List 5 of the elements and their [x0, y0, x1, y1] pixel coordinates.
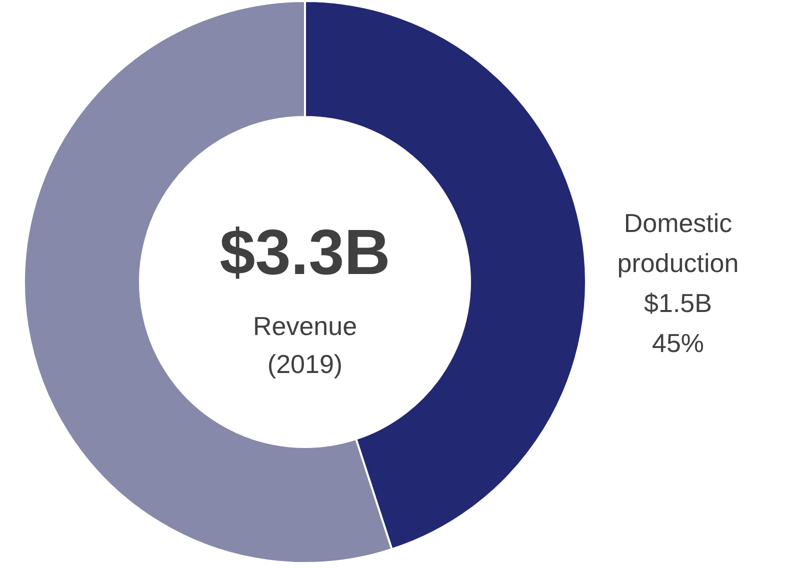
- text: (2019): [267, 349, 343, 379]
- text: $3.3B: [220, 216, 390, 288]
- data-label: $1.5B 45%: [644, 288, 712, 358]
- slice-label: Domestic production: [617, 208, 739, 278]
- text: Revenue: [252, 311, 358, 341]
